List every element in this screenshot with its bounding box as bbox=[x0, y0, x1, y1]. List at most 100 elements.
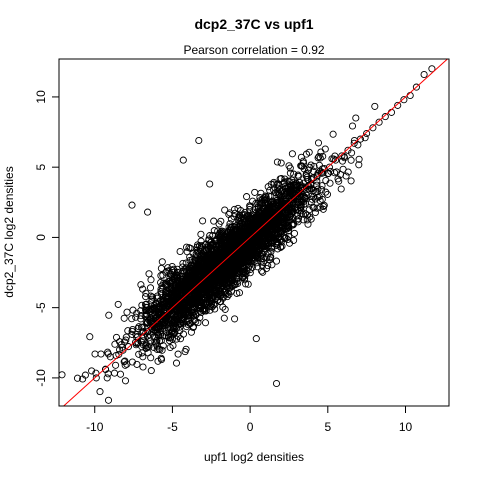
data-point bbox=[288, 197, 296, 205]
x-axis: -10 -5 0 5 10 bbox=[86, 406, 412, 434]
data-point bbox=[194, 319, 202, 327]
data-point bbox=[251, 244, 260, 252]
data-point bbox=[151, 319, 159, 327]
data-point bbox=[181, 313, 189, 321]
chart-title: dcp2_37C vs upf1 bbox=[194, 16, 313, 32]
data-point bbox=[176, 247, 184, 256]
chart-subtitle: Pearson correlation = 0.92 bbox=[183, 43, 324, 57]
data-point bbox=[220, 314, 228, 322]
data-point bbox=[321, 145, 329, 153]
y-axis-label: dcp2_37C log2 densities bbox=[2, 166, 16, 297]
data-point bbox=[285, 162, 293, 170]
data-point bbox=[331, 152, 339, 160]
data-point bbox=[290, 189, 298, 197]
data-point bbox=[139, 353, 147, 361]
data-point bbox=[165, 289, 174, 297]
data-point bbox=[229, 247, 237, 255]
data-point bbox=[273, 158, 281, 166]
data-point bbox=[164, 281, 172, 289]
x-tick-label: -5 bbox=[167, 420, 178, 434]
data-point bbox=[355, 161, 363, 169]
data-point bbox=[235, 211, 243, 219]
data-point bbox=[155, 331, 163, 339]
data-point bbox=[267, 193, 275, 201]
data-point bbox=[298, 162, 306, 170]
data-point bbox=[124, 327, 132, 335]
data-point bbox=[222, 239, 230, 247]
data-point bbox=[183, 248, 191, 256]
data-point bbox=[231, 254, 239, 262]
data-point bbox=[305, 206, 313, 214]
data-point bbox=[168, 306, 176, 314]
data-point bbox=[189, 277, 197, 285]
data-point bbox=[263, 219, 271, 227]
data-point bbox=[286, 169, 294, 177]
data-point bbox=[145, 343, 153, 351]
data-point bbox=[257, 254, 265, 263]
data-point bbox=[257, 222, 265, 230]
data-point bbox=[198, 298, 206, 306]
data-point bbox=[323, 190, 332, 198]
data-point bbox=[303, 216, 311, 224]
data-point bbox=[166, 274, 174, 282]
data-point bbox=[290, 229, 299, 237]
data-point bbox=[226, 269, 234, 277]
data-point bbox=[194, 260, 202, 268]
data-point bbox=[105, 311, 113, 319]
data-point bbox=[122, 333, 130, 341]
data-point bbox=[147, 276, 155, 284]
data-point bbox=[193, 265, 201, 273]
data-point bbox=[81, 371, 89, 379]
data-point bbox=[229, 232, 238, 240]
data-point bbox=[297, 207, 305, 215]
data-point bbox=[247, 223, 255, 231]
data-point bbox=[217, 249, 225, 257]
data-point bbox=[239, 273, 247, 281]
data-point bbox=[181, 311, 189, 319]
data-point bbox=[190, 303, 198, 311]
data-point bbox=[344, 168, 352, 176]
data-point bbox=[237, 215, 245, 223]
data-point bbox=[288, 213, 297, 221]
data-point bbox=[142, 293, 150, 301]
data-point bbox=[179, 156, 187, 164]
data-point bbox=[86, 333, 94, 341]
data-point bbox=[159, 320, 167, 328]
data-point bbox=[394, 101, 402, 109]
data-point bbox=[283, 209, 291, 217]
data-point bbox=[297, 190, 305, 198]
data-point bbox=[231, 227, 239, 235]
data-point bbox=[184, 276, 192, 284]
data-point bbox=[170, 294, 178, 302]
data-point bbox=[285, 177, 293, 185]
data-point bbox=[218, 280, 227, 288]
data-point bbox=[157, 285, 165, 293]
data-point bbox=[213, 257, 222, 265]
data-point bbox=[326, 179, 334, 187]
data-point bbox=[233, 247, 241, 255]
data-point bbox=[300, 184, 309, 192]
data-point bbox=[152, 303, 161, 311]
data-point bbox=[221, 206, 229, 214]
data-point bbox=[112, 361, 120, 369]
data-point bbox=[238, 211, 246, 219]
data-point bbox=[253, 263, 261, 271]
data-point bbox=[227, 215, 235, 223]
data-point bbox=[221, 305, 229, 313]
data-point bbox=[319, 202, 328, 211]
data-point bbox=[287, 204, 295, 212]
data-point bbox=[207, 302, 215, 310]
data-point bbox=[157, 356, 166, 364]
data-point bbox=[274, 188, 282, 196]
data-point bbox=[319, 152, 327, 160]
data-point bbox=[420, 70, 428, 79]
data-point bbox=[294, 190, 302, 198]
data-point bbox=[381, 113, 389, 121]
data-point bbox=[307, 192, 315, 200]
data-point bbox=[195, 136, 203, 145]
data-point bbox=[342, 172, 350, 180]
data-point bbox=[116, 346, 124, 354]
data-point bbox=[106, 353, 114, 361]
data-point bbox=[194, 241, 202, 249]
